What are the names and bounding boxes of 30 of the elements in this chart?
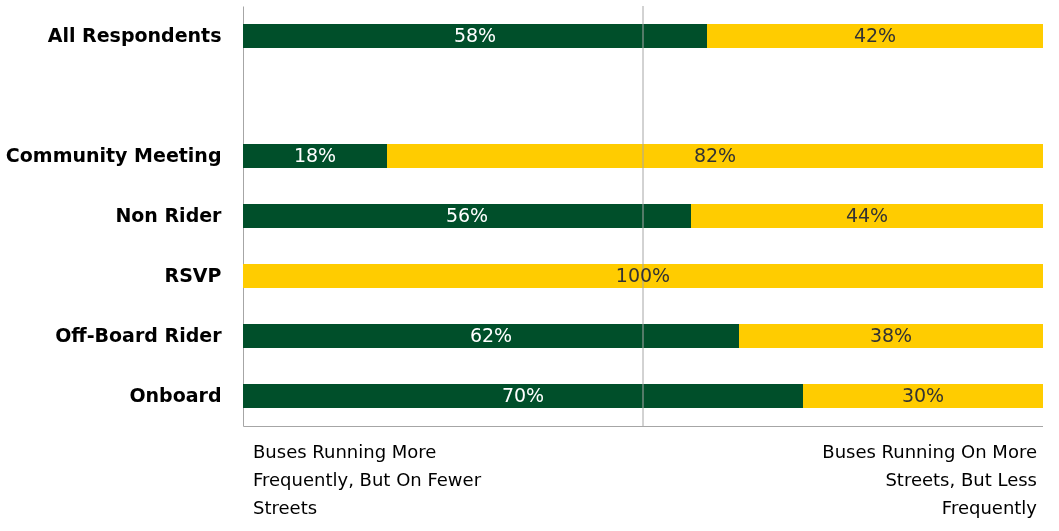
bar [707, 24, 1043, 48]
data-label: 42% [853, 24, 897, 46]
bar [803, 384, 1043, 408]
bar [243, 144, 387, 168]
y-tick-label: Onboard [129, 384, 222, 406]
y-tick-label: All Respondents [47, 24, 222, 46]
data-label: 100% [615, 264, 671, 286]
data-label: 38% [869, 324, 913, 346]
data-label: 82% [693, 144, 737, 166]
data-label: 44% [845, 204, 889, 226]
bar [739, 324, 1043, 348]
data-label: 58% [453, 24, 497, 46]
data-label: 62% [469, 324, 513, 346]
bar [243, 384, 803, 408]
series-label: Buses Running More Frequently, But On Fewer Streets [253, 441, 482, 518]
data-label: 30% [901, 384, 945, 406]
y-tick-label: Non Rider [115, 204, 223, 226]
y-tick-label: RSVP [164, 264, 222, 286]
bar [243, 204, 691, 228]
bar [387, 144, 1043, 168]
bar [243, 264, 1043, 288]
y-tick-label: Off-Board Rider [55, 324, 223, 346]
y-tick-label: Community Meeting [5, 144, 222, 166]
bar [243, 24, 707, 48]
data-label: 18% [293, 144, 337, 166]
data-label: 70% [501, 384, 545, 406]
bar [243, 324, 739, 348]
bar [691, 204, 1043, 228]
series-label: Buses Running On More Streets, But Less Frequently [822, 441, 1038, 518]
data-label: 56% [445, 204, 489, 226]
